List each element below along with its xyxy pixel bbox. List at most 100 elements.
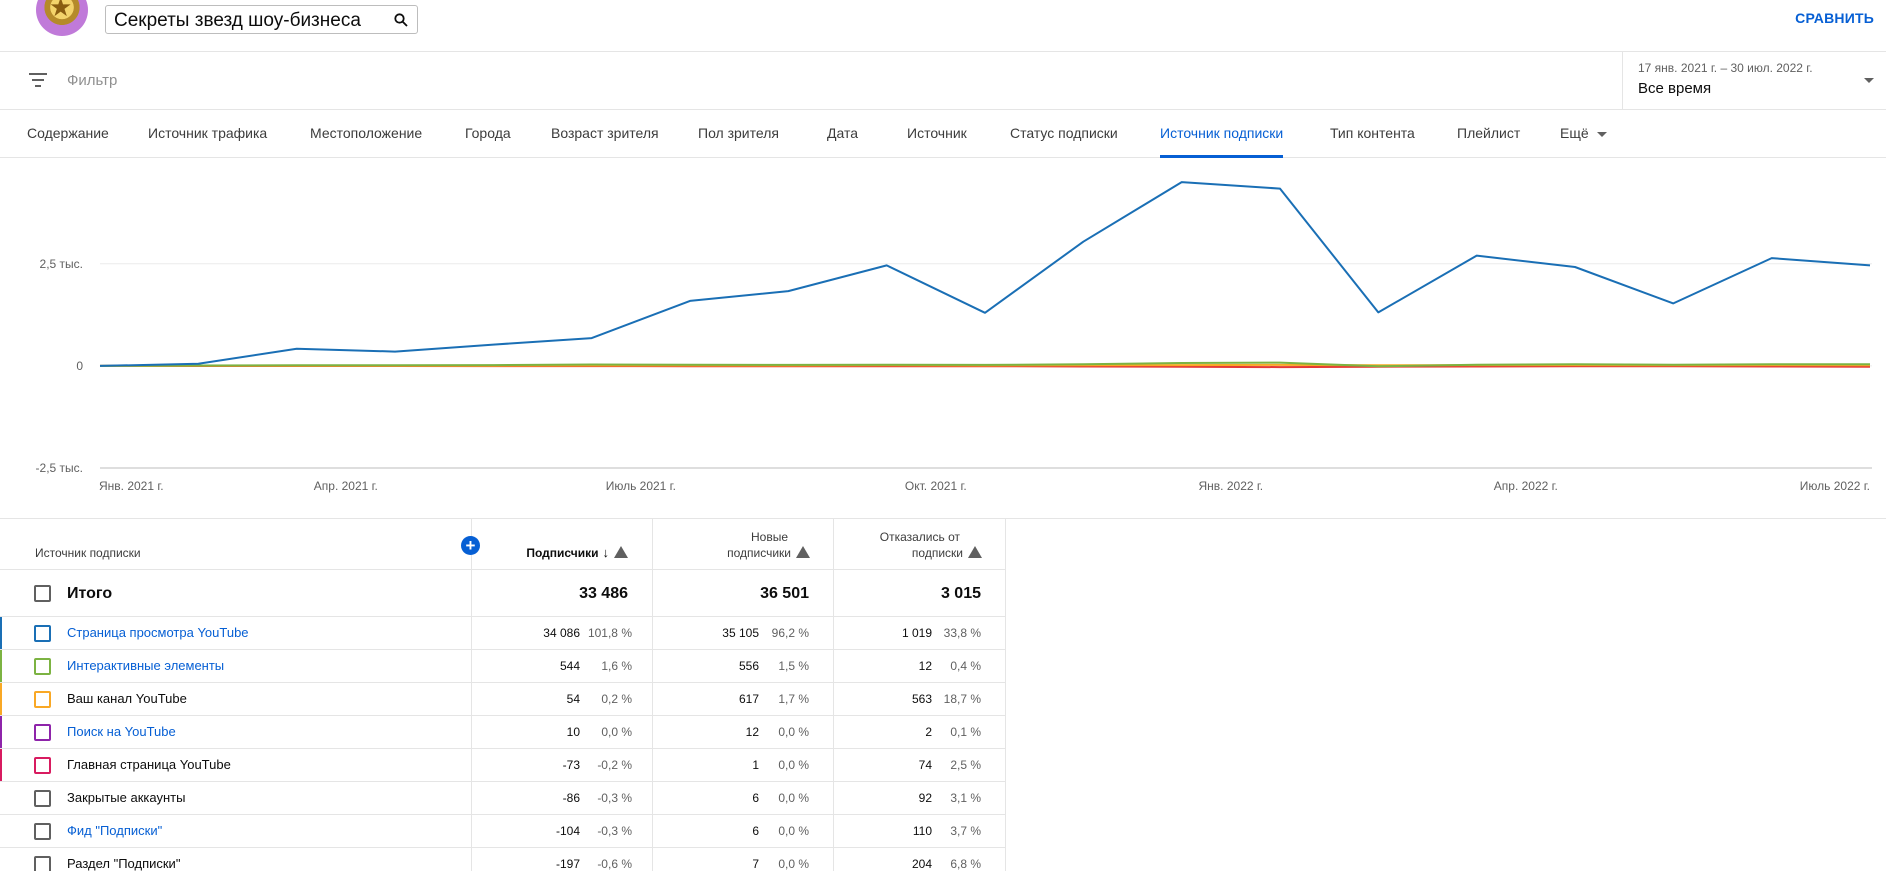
cell-unsubscribed: 1 019	[901, 626, 932, 640]
caret-down-icon	[1596, 131, 1607, 137]
cell-subscribers: -104	[555, 824, 580, 838]
y-tick-label: 0	[76, 359, 83, 373]
add-column-button[interactable]: +	[461, 536, 480, 555]
search-query[interactable]: Секреты звезд шоу-бизнеса	[114, 10, 361, 31]
row-label[interactable]: Интерактивные элементы	[67, 658, 225, 673]
header-new-subscribers-line1: Новые	[750, 530, 788, 544]
sort-down-icon: ↓	[602, 545, 610, 560]
column-divider	[833, 519, 834, 871]
cell-subscribers: 544	[559, 659, 580, 673]
compare-button[interactable]: СРАВНИТЬ	[1795, 10, 1874, 26]
star-icon: ★	[49, 0, 73, 22]
row-label: Ваш канал YouTube	[67, 691, 187, 706]
tab-content[interactable]: Содержание	[27, 125, 109, 141]
row-label[interactable]: Фид "Подписки"	[67, 823, 163, 838]
tab-subscription-source[interactable]: Источник подписки	[1160, 110, 1284, 158]
cell-subscribers: -86	[562, 791, 580, 805]
x-tick-label: Июль 2022 г.	[1800, 479, 1870, 493]
row-checkbox[interactable]	[34, 658, 51, 675]
table-row[interactable]: Раздел "Подписки" -197 -0,6 % 7 0,0 % 204 6,8 …	[0, 848, 1006, 871]
dimension-tabs: Содержание Источник трафика Местоположен…	[0, 110, 1886, 158]
row-checkbox[interactable]	[34, 691, 51, 708]
row-label[interactable]: Страница просмотра YouTube	[67, 625, 249, 640]
x-tick-label: Апр. 2021 г.	[314, 479, 378, 493]
table-row[interactable]: Главная страница YouTube -73 -0,2 % 1 0,0 % 7…	[0, 749, 1006, 782]
search-icon[interactable]	[394, 13, 408, 27]
tab-playlist[interactable]: Плейлист	[1457, 125, 1521, 141]
series-color-swatch	[0, 683, 2, 715]
tab-more-label: Ещё	[1560, 125, 1589, 141]
filter-icon[interactable]	[29, 73, 47, 87]
tab-subscription-status[interactable]: Статус подписки	[1010, 125, 1118, 141]
cell-unsubscribed: 563	[911, 692, 932, 706]
header-subscription-source[interactable]: Источник подписки	[35, 546, 141, 560]
tab-date[interactable]: Дата	[827, 125, 859, 141]
row-checkbox[interactable]	[34, 724, 51, 741]
row-label: Главная страница YouTube	[67, 757, 231, 772]
row-checkbox[interactable]	[34, 856, 51, 871]
channel-search-box[interactable]: Секреты звезд шоу-бизнеса	[105, 5, 418, 34]
cell-new-subscribers-pct: 96,2 %	[771, 626, 809, 640]
cell-unsubscribed: 3 015	[940, 585, 981, 602]
row-label[interactable]: Поиск на YouTube	[67, 724, 176, 739]
cell-unsubscribed-pct: 0,1 %	[950, 725, 981, 739]
tab-traffic-source[interactable]: Источник трафика	[148, 125, 268, 141]
cell-new-subscribers: 35 105	[722, 626, 759, 640]
cell-new-subscribers: 7	[752, 857, 759, 871]
series-line-1[interactable]	[99, 361, 1870, 368]
cell-new-subscribers: 6	[752, 824, 759, 838]
cell-unsubscribed-pct: 3,1 %	[950, 791, 981, 805]
table-header: Источник подписки + Подписчики ↓ Новые по…	[0, 519, 1006, 570]
row-checkbox[interactable]	[34, 625, 51, 642]
tab-geography[interactable]: Местоположение	[310, 125, 423, 141]
header: ★ Секреты звезд шоу-бизнеса СРАВНИТЬ	[0, 0, 1886, 52]
x-tick-label: Янв. 2022 г.	[1199, 479, 1264, 493]
header-unsubscribed-line2: подписки	[911, 546, 963, 560]
series-color-swatch	[0, 848, 2, 871]
tab-viewer-age[interactable]: Возраст зрителя	[551, 125, 659, 141]
cell-subscribers: 34 086	[543, 626, 580, 640]
cell-subscribers: 33 486	[579, 585, 628, 602]
table-row[interactable]: Поиск на YouTube 10 0,0 % 12 0,0 % 2 0,1 %	[0, 716, 1006, 749]
tab-source[interactable]: Источник	[907, 125, 967, 141]
row-label: Итого	[67, 585, 113, 602]
series-line-0[interactable]	[99, 181, 1871, 367]
header-unsubscribed[interactable]: Отказались от подписки	[840, 529, 982, 561]
row-label: Раздел "Подписки"	[67, 856, 181, 871]
filter-input[interactable]: Фильтр	[67, 72, 118, 89]
warning-icon	[968, 546, 982, 558]
table-row[interactable]: Страница просмотра YouTube 34 086 101,8 % 3…	[0, 617, 1006, 650]
series-color-swatch	[0, 716, 2, 748]
cell-subscribers-pct: -0,3 %	[597, 824, 632, 838]
row-checkbox[interactable]	[34, 823, 51, 840]
cell-new-subscribers-pct: 0,0 %	[778, 791, 809, 805]
tab-viewer-gender[interactable]: Пол зрителя	[698, 125, 779, 141]
cell-subscribers-pct: -0,6 %	[597, 857, 632, 871]
tab-more[interactable]: Ещё	[1560, 110, 1607, 158]
table-row[interactable]: Ваш канал YouTube 54 0,2 % 617 1,7 % 563 18,7 …	[0, 683, 1006, 716]
cell-subscribers-pct: -0,3 %	[597, 791, 632, 805]
line-chart: 2,5 тыс. 0 -2,5 тыс. Янв. 2021 г. Апр. 2021 …	[0, 158, 1886, 518]
table-row[interactable]: Фид "Подписки" -104 -0,3 % 6 0,0 % 110 3,7 %	[0, 815, 1006, 848]
table-row[interactable]: Интерактивные элементы 544 1,6 % 556 1,5 % 12…	[0, 650, 1006, 683]
date-range-text: 17 янв. 2021 г. – 30 июл. 2022 г.	[1638, 61, 1813, 75]
cell-subscribers: -73	[562, 758, 580, 772]
cell-subscribers-pct: 1,6 %	[601, 659, 632, 673]
header-subscribers[interactable]: Подписчики ↓	[480, 545, 628, 561]
table-row[interactable]: Закрытые аккаунты -86 -0,3 % 6 0,0 % 92 3,1 %	[0, 782, 1006, 815]
cell-subscribers: 10	[566, 725, 580, 739]
row-checkbox[interactable]	[34, 790, 51, 807]
cell-new-subscribers-pct: 0,0 %	[778, 758, 809, 772]
row-checkbox[interactable]	[34, 585, 51, 602]
channel-avatar[interactable]: ★	[36, 0, 88, 36]
header-new-subscribers[interactable]: Новые подписчики	[660, 529, 810, 561]
row-checkbox[interactable]	[34, 757, 51, 774]
date-range-picker[interactable]: 17 янв. 2021 г. – 30 июл. 2022 г. Все вр…	[1622, 52, 1886, 110]
cell-unsubscribed-pct: 0,4 %	[950, 659, 981, 673]
tab-cities[interactable]: Города	[465, 125, 511, 141]
tab-content-type[interactable]: Тип контента	[1330, 125, 1415, 141]
cell-unsubscribed: 74	[918, 758, 932, 772]
cell-new-subscribers-pct: 0,0 %	[778, 824, 809, 838]
cell-unsubscribed-pct: 3,7 %	[950, 824, 981, 838]
cell-new-subscribers-pct: 1,7 %	[778, 692, 809, 706]
